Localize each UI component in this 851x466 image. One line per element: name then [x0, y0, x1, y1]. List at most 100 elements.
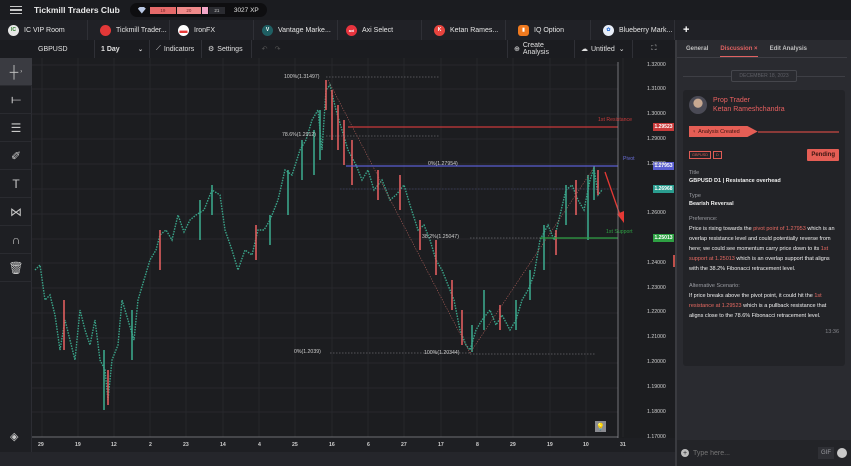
tab-ic-vip-room[interactable]: IC IC VIP Room	[0, 20, 88, 40]
message-time: 13:36	[825, 329, 839, 335]
x-tick: 31	[620, 442, 626, 448]
symbol-label: GBPUSD	[38, 45, 68, 53]
tab-edit-analysis[interactable]: Edit Analysis	[769, 46, 808, 52]
preference-text: Price is rising towards the pivot point …	[689, 226, 835, 272]
indicators-button[interactable]: ⟋ Indicators	[150, 40, 202, 58]
app-title: Tickmill Traders Club	[34, 5, 120, 15]
undo-icon[interactable]: ↶	[261, 46, 268, 53]
author-role: Prop Trader	[713, 97, 750, 104]
attach-plus-icon[interactable]: +	[681, 449, 689, 457]
xp-total: 3027 XP	[233, 6, 259, 14]
indicators-icon: ⟋	[156, 45, 161, 52]
y-tick: 1.18000	[647, 409, 666, 415]
tag-row: GBPUSD D Pending	[689, 149, 839, 161]
delete-tool[interactable]: 🗑	[0, 254, 32, 282]
x-tick: 6	[367, 442, 370, 448]
x-tick: 16	[329, 442, 335, 448]
top-bar: Tickmill Traders Club 19 20 21 3027 XP	[0, 0, 851, 20]
alternative-text: If price breaks above the pivot point, i…	[689, 293, 827, 319]
fullscreen-button[interactable]: ⛶	[633, 40, 675, 58]
x-tick: 10	[583, 442, 589, 448]
lightbulb-icon[interactable]: 💡	[595, 421, 606, 432]
tab-label: Ketan Rames...	[450, 26, 499, 34]
undo-redo: ↶ ↷	[252, 40, 290, 58]
x-tick: 29	[510, 442, 516, 448]
trend-line-tool[interactable]: ⟝	[0, 86, 32, 114]
analysis-message-card: Prop Trader Ketan Rameshchandra ♀ Analysi…	[683, 90, 845, 366]
x-tick: 12	[111, 442, 117, 448]
message-composer: + GIF	[677, 440, 851, 466]
fib-label: 38.2%(1.25047)	[422, 234, 459, 240]
hamburger-menu-icon[interactable]	[10, 5, 22, 15]
pivot-price-tag: 1.27953	[653, 162, 674, 170]
xp-level-segment	[201, 6, 208, 14]
fibonacci-tool[interactable]: ☰	[0, 114, 32, 142]
crosshair-tool[interactable]: ┼ ›	[0, 58, 32, 86]
y-tick: 1.29000	[647, 136, 666, 142]
add-tab-button[interactable]: +	[683, 24, 690, 36]
gem-icon	[137, 6, 146, 14]
emoji-icon[interactable]	[837, 448, 847, 458]
candlestick-chart	[32, 58, 624, 438]
support-price-tag: 1.25013	[653, 234, 674, 242]
tab-tickmill-traders[interactable]: Tickmill Trader...	[88, 20, 170, 40]
x-tick: 4	[258, 442, 261, 448]
text-tool[interactable]: T	[0, 170, 32, 198]
tab-label: IC VIP Room	[24, 26, 65, 34]
panel-tabs: General Discussion × Edit Analysis	[677, 40, 847, 58]
room-logo-icon	[100, 24, 111, 36]
tab-blueberry-markets[interactable]: ✿ Blueberry Mark...	[591, 20, 675, 40]
y-tick: 1.30000	[647, 111, 666, 117]
y-tick: 1.17000	[647, 434, 666, 440]
title-value: GBPUSD D1 | Resistance overhead	[689, 178, 781, 184]
tab-discussion[interactable]: Discussion ×	[720, 46, 758, 57]
status-flag: ♀ Analysis Created	[689, 126, 758, 137]
chart-footer	[0, 452, 675, 466]
resistance-price-tag: 1.29523	[653, 123, 674, 131]
tab-iq-option[interactable]: ▮ IQ Option	[506, 20, 591, 40]
fullscreen-icon: ⛶	[651, 45, 657, 52]
close-icon[interactable]: ×	[754, 46, 758, 52]
date-label: DECEMBER 18, 2023	[731, 70, 797, 82]
drawing-tools-sidebar: ┼ › ⟝ ☰ ✐ T ⋈ ∩ 🗑 ◈	[0, 58, 32, 466]
tab-ironfx[interactable]: ▬ IronFX	[170, 20, 254, 40]
avatar[interactable]	[689, 96, 707, 114]
brush-tool[interactable]: ✐	[0, 142, 32, 170]
timeframe-dropdown[interactable]: 1 Day ⌄	[95, 40, 150, 58]
crosshair-icon: ┼	[9, 64, 19, 79]
y-tick: 1.24000	[647, 260, 666, 266]
y-tick: 1.32000	[647, 62, 666, 68]
status-label: Analysis Created	[698, 128, 740, 135]
layers-icon[interactable]: ◈	[10, 431, 19, 443]
tab-ketan-rameshchandra[interactable]: K Ketan Rames...	[422, 20, 506, 40]
create-analysis-button[interactable]: ⊕ Create Analysis	[507, 40, 575, 58]
x-tick: 29	[38, 442, 44, 448]
magnet-tool[interactable]: ∩	[0, 226, 32, 254]
tab-axi-select[interactable]: axi Axi Select	[338, 20, 422, 40]
title-label: Title	[689, 170, 700, 176]
analysis-panel: General Discussion × Edit Analysis DECEM…	[675, 40, 851, 466]
tab-discussion-label: Discussion	[720, 46, 753, 52]
gif-button[interactable]: GIF	[818, 447, 834, 459]
status-timeline: ♀ Analysis Created	[689, 126, 839, 137]
redo-icon[interactable]: ↷	[274, 46, 281, 53]
tab-general[interactable]: General	[686, 46, 709, 52]
current-price-tag: 1.26968	[653, 185, 674, 193]
line-icon: ⟝	[11, 92, 21, 106]
message-input[interactable]	[693, 449, 818, 457]
y-tick: 1.21000	[647, 334, 666, 340]
symbol-selector[interactable]: GBPUSD	[32, 40, 95, 58]
price-chart[interactable]: 100%(1.31497) 78.6%(1.2912) 0%(1.27954) …	[32, 58, 675, 440]
tab-vantage-markets[interactable]: V Vantage Marke...	[254, 20, 338, 40]
type-label: Type	[689, 193, 701, 199]
pattern-tool[interactable]: ⋈	[0, 198, 32, 226]
author-name[interactable]: Ketan Rameshchandra	[713, 106, 785, 113]
settings-button[interactable]: ⚙ Settings	[202, 40, 252, 58]
tab-label: Blueberry Mark...	[619, 26, 673, 34]
layout-dropdown[interactable]: ☁ Untitled ⌄	[575, 40, 633, 58]
room-logo-icon: axi	[346, 24, 357, 36]
plus-circle-icon: ⊕	[514, 46, 520, 53]
chevron-down-icon: ⌄	[618, 46, 625, 53]
x-tick: 14	[220, 442, 226, 448]
create-analysis-label: Create Analysis	[522, 42, 549, 56]
